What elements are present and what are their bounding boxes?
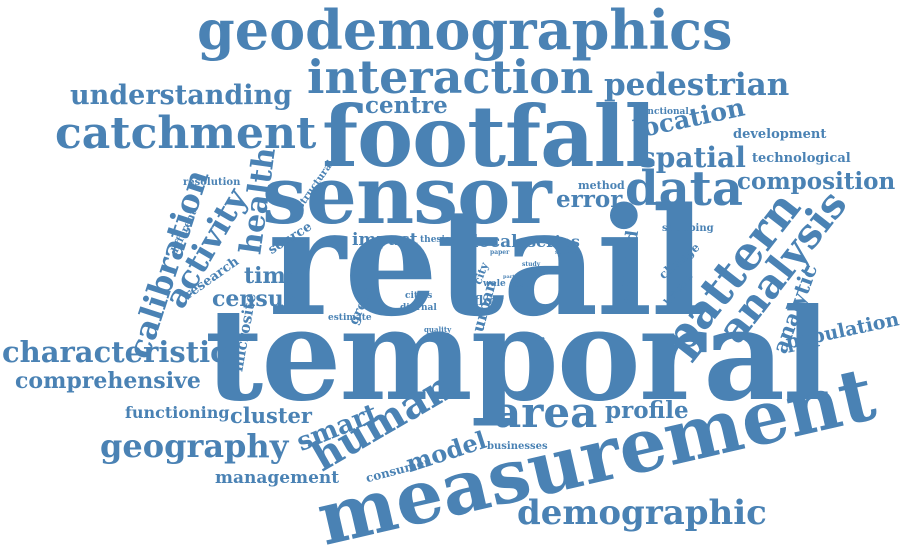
- word-centre: centre: [365, 92, 448, 119]
- word-impact: impact: [352, 230, 418, 250]
- word-paper: paper: [490, 249, 510, 256]
- word-spatial: spatial: [640, 141, 746, 174]
- word-error: error: [556, 186, 623, 213]
- word-local: local: [472, 232, 518, 252]
- word-management: management: [215, 468, 340, 488]
- word-survey: survey: [555, 249, 577, 256]
- word-characteristic: characteristic: [2, 335, 228, 369]
- word-census: census: [212, 286, 297, 312]
- word-method: method: [578, 179, 625, 192]
- word-shopping: shopping: [662, 223, 714, 234]
- word-estimate: estimate: [328, 313, 372, 323]
- word-businesses: businesses: [487, 441, 548, 452]
- word-resolution: resolution: [183, 177, 241, 188]
- word-retail: retail: [268, 175, 707, 349]
- word-wale: wale: [483, 279, 506, 289]
- word-composition: composition: [737, 168, 896, 195]
- word-geography: geography: [100, 427, 289, 465]
- word-time: time: [244, 263, 300, 289]
- word-demographic: demographic: [517, 493, 767, 533]
- word-functional: functional: [637, 107, 689, 117]
- word-profile: profile: [605, 397, 689, 424]
- word-pedestrian: pedestrian: [604, 67, 790, 103]
- word-understanding: understanding: [70, 80, 292, 111]
- word-cities: cities: [405, 291, 433, 301]
- word-comprehensive: comprehensive: [15, 368, 201, 394]
- word-data: data: [625, 161, 743, 217]
- word-catchment: catchment: [55, 108, 317, 159]
- word-interaction: interaction: [307, 50, 594, 104]
- word-series: series: [527, 232, 580, 251]
- word-geodemographics: geodemographics: [197, 0, 733, 62]
- word-area: area: [494, 388, 598, 437]
- word-thesis: thesis: [420, 235, 450, 245]
- word-quality: quality: [424, 325, 452, 334]
- word-metre: metre: [512, 283, 529, 289]
- word-footfall: footfall: [322, 87, 656, 186]
- word-functioning: functioning: [125, 403, 230, 422]
- word-part: part: [503, 274, 515, 280]
- word-sample: sample: [517, 334, 545, 343]
- word-development: development: [733, 127, 827, 142]
- word-cluster: cluster: [230, 403, 312, 428]
- word-flow: flow: [474, 294, 504, 309]
- word-technological: technological: [752, 151, 851, 166]
- word-temporal: temporal: [205, 281, 831, 429]
- word-sensor: sensor: [262, 148, 552, 242]
- word-study: study: [522, 261, 541, 268]
- word-diurnal: diurnal: [400, 303, 437, 313]
- word-signal: signal: [451, 247, 459, 269]
